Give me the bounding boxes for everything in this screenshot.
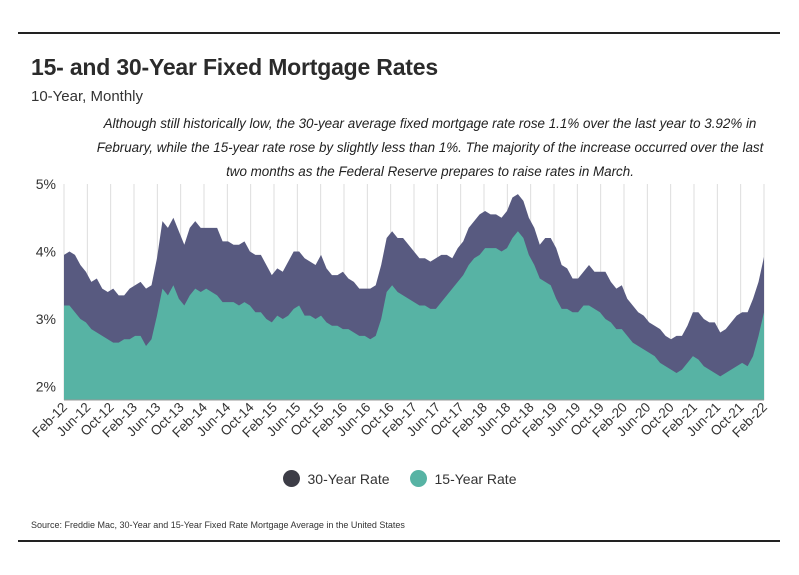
legend-swatch-30-year: [282, 470, 300, 487]
y-tick-label: 2%: [36, 379, 56, 395]
top-rule: [18, 32, 780, 34]
series-15-year-area: [64, 231, 764, 400]
legend-item-15-year: 15-Year Rate: [409, 470, 517, 487]
y-tick-label: 4%: [36, 244, 56, 260]
chart-subtitle: 10-Year, Monthly: [31, 88, 144, 105]
y-tick-label: 5%: [36, 176, 56, 192]
legend-item-30-year: 30-Year Rate: [282, 470, 390, 487]
chart-legend: 30-Year Rate 15-Year Rate: [0, 470, 799, 487]
source-note: Source: Freddie Mac, 30-Year and 15-Year…: [31, 520, 405, 530]
chart-title: 15- and 30-Year Fixed Mortgage Rates: [31, 54, 438, 80]
legend-swatch-15-year: [409, 470, 427, 487]
bottom-rule: [18, 540, 780, 542]
y-tick-label: 3%: [36, 311, 56, 327]
chart-annotation: Although still historically low, the 30-…: [96, 116, 764, 179]
legend-label-30-year: 30-Year Rate: [307, 470, 390, 487]
legend-label-15-year: 15-Year Rate: [434, 470, 517, 487]
